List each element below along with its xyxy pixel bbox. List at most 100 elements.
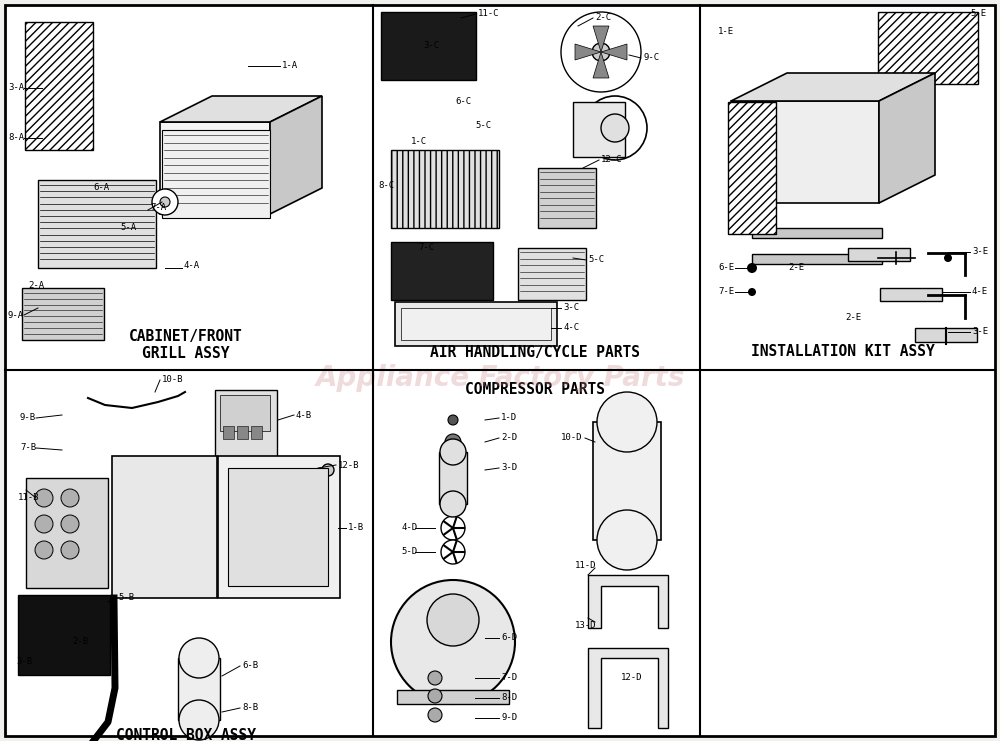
Bar bbox=[915, 328, 977, 342]
Text: 11-B: 11-B bbox=[18, 494, 40, 502]
Text: 8-C: 8-C bbox=[378, 181, 394, 190]
Circle shape bbox=[61, 489, 79, 507]
Circle shape bbox=[445, 434, 461, 450]
Text: 2-E: 2-E bbox=[788, 264, 804, 273]
Bar bbox=[162, 130, 270, 218]
Circle shape bbox=[440, 491, 466, 517]
Bar bbox=[237, 426, 248, 439]
Text: GRILL ASSY: GRILL ASSY bbox=[142, 347, 230, 362]
Circle shape bbox=[448, 415, 458, 425]
Text: 6-A: 6-A bbox=[93, 184, 109, 193]
Bar bbox=[18, 595, 110, 675]
Text: Appliance Factory Parts: Appliance Factory Parts bbox=[315, 364, 685, 392]
Circle shape bbox=[179, 638, 219, 678]
Text: 10-D: 10-D bbox=[561, 433, 582, 442]
Circle shape bbox=[583, 96, 647, 160]
Text: 7-B: 7-B bbox=[20, 444, 36, 453]
Polygon shape bbox=[731, 101, 879, 203]
Text: 3-C: 3-C bbox=[423, 41, 439, 50]
Polygon shape bbox=[270, 96, 322, 214]
Bar bbox=[25, 22, 93, 150]
Circle shape bbox=[428, 708, 442, 722]
Text: 1-C: 1-C bbox=[411, 138, 427, 147]
Text: 5-B: 5-B bbox=[118, 594, 134, 602]
Polygon shape bbox=[879, 73, 935, 203]
Text: 5-E: 5-E bbox=[970, 10, 986, 19]
Text: 3-D: 3-D bbox=[501, 464, 517, 473]
Polygon shape bbox=[593, 26, 609, 52]
Polygon shape bbox=[588, 648, 668, 728]
Text: 3-C: 3-C bbox=[563, 304, 579, 313]
Text: 1-E: 1-E bbox=[718, 27, 734, 36]
Bar bbox=[538, 168, 596, 228]
Circle shape bbox=[747, 263, 757, 273]
Polygon shape bbox=[160, 122, 270, 214]
Text: CABINET/FRONT: CABINET/FRONT bbox=[129, 330, 243, 345]
Bar bbox=[518, 248, 586, 300]
Circle shape bbox=[427, 594, 479, 646]
Bar bbox=[223, 426, 234, 439]
Text: 8-B: 8-B bbox=[242, 703, 258, 713]
Circle shape bbox=[561, 12, 641, 92]
Bar bbox=[381, 12, 476, 80]
Text: 7-C: 7-C bbox=[418, 244, 434, 253]
Bar bbox=[752, 254, 882, 264]
Bar bbox=[439, 452, 467, 504]
Text: 3-A: 3-A bbox=[8, 84, 24, 93]
Text: 9-D: 9-D bbox=[501, 714, 517, 722]
Circle shape bbox=[152, 189, 178, 215]
Circle shape bbox=[160, 197, 170, 207]
Polygon shape bbox=[160, 96, 322, 122]
Bar bbox=[228, 468, 328, 586]
Text: 4-D: 4-D bbox=[401, 523, 417, 533]
Text: 4-C: 4-C bbox=[563, 324, 579, 333]
Circle shape bbox=[597, 510, 657, 570]
Text: COMPRESSOR PARTS: COMPRESSOR PARTS bbox=[465, 382, 605, 397]
Text: 6-B: 6-B bbox=[242, 662, 258, 671]
Circle shape bbox=[944, 254, 952, 262]
Bar bbox=[728, 102, 776, 234]
Bar bbox=[218, 456, 340, 598]
Text: 2-B: 2-B bbox=[72, 637, 88, 646]
Circle shape bbox=[428, 689, 442, 703]
Text: 6-D: 6-D bbox=[501, 634, 517, 642]
Bar bbox=[22, 288, 104, 340]
Bar bbox=[38, 180, 156, 268]
Text: 11-C: 11-C bbox=[478, 10, 500, 19]
Polygon shape bbox=[601, 44, 627, 60]
Polygon shape bbox=[575, 44, 601, 60]
Bar bbox=[178, 658, 220, 720]
Circle shape bbox=[441, 540, 465, 564]
Text: 5-A: 5-A bbox=[120, 224, 136, 233]
Circle shape bbox=[748, 288, 756, 296]
Text: 12-B: 12-B bbox=[338, 460, 360, 470]
Polygon shape bbox=[731, 73, 935, 101]
Text: INSTALLATION KIT ASSY: INSTALLATION KIT ASSY bbox=[751, 345, 935, 359]
Text: 10-B: 10-B bbox=[162, 376, 184, 385]
Text: 3-E: 3-E bbox=[972, 247, 988, 256]
Text: 4-E: 4-E bbox=[972, 288, 988, 296]
Polygon shape bbox=[588, 575, 668, 628]
Circle shape bbox=[601, 114, 629, 142]
Text: 9-A: 9-A bbox=[8, 310, 24, 319]
Bar bbox=[112, 456, 217, 598]
Text: 2-C: 2-C bbox=[595, 13, 611, 22]
Text: 6-C: 6-C bbox=[455, 98, 471, 107]
Text: 1-D: 1-D bbox=[501, 413, 517, 422]
Text: AIR HANDLING/CYCLE PARTS: AIR HANDLING/CYCLE PARTS bbox=[430, 345, 640, 359]
Text: 6-E: 6-E bbox=[718, 264, 734, 273]
Circle shape bbox=[35, 489, 53, 507]
Bar bbox=[391, 242, 493, 300]
Text: 2-A: 2-A bbox=[28, 281, 44, 290]
Bar bbox=[593, 422, 661, 540]
Text: 2-E: 2-E bbox=[845, 313, 861, 322]
Circle shape bbox=[61, 541, 79, 559]
Text: 8-D: 8-D bbox=[501, 694, 517, 702]
Text: 13-D: 13-D bbox=[575, 620, 596, 630]
Bar bbox=[752, 228, 882, 238]
Bar bbox=[215, 390, 277, 472]
Circle shape bbox=[61, 515, 79, 533]
Bar bbox=[391, 150, 499, 228]
Bar bbox=[251, 426, 262, 439]
Text: 5-C: 5-C bbox=[588, 256, 604, 265]
